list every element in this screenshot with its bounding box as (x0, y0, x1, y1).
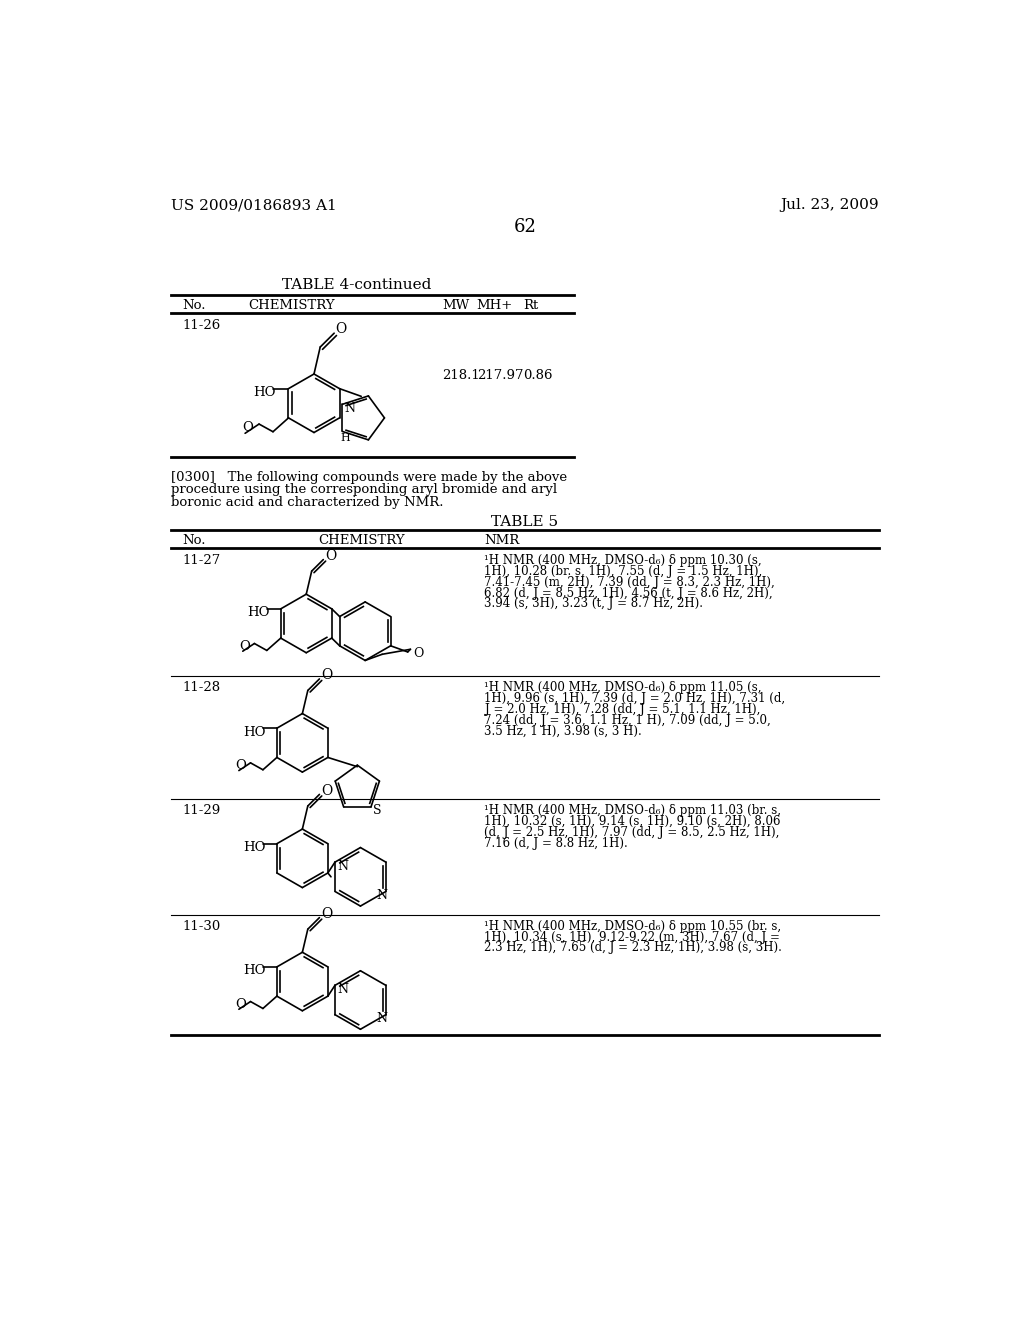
Text: HO: HO (248, 606, 270, 619)
Text: CHEMISTRY: CHEMISTRY (248, 300, 335, 313)
Text: ¹H NMR (400 MHz, DMSO-d₆) δ ppm 11.03 (br. s,: ¹H NMR (400 MHz, DMSO-d₆) δ ppm 11.03 (b… (484, 804, 781, 817)
Text: HO: HO (244, 841, 266, 854)
Text: 3.94 (s, 3H), 3.23 (t, J = 8.7 Hz, 2H).: 3.94 (s, 3H), 3.23 (t, J = 8.7 Hz, 2H). (484, 598, 703, 610)
Text: 0.86: 0.86 (523, 368, 553, 381)
Text: O: O (239, 640, 250, 653)
Text: 2.3 Hz, 1H), 7.65 (d, J = 2.3 Hz, 1H), 3.98 (s, 3H).: 2.3 Hz, 1H), 7.65 (d, J = 2.3 Hz, 1H), 3… (484, 941, 782, 954)
Text: N: N (377, 1012, 388, 1026)
Text: 6.82 (d, J = 8.5 Hz, 1H), 4.56 (t, J = 8.6 Hz, 2H),: 6.82 (d, J = 8.5 Hz, 1H), 4.56 (t, J = 8… (484, 586, 773, 599)
Text: 1H), 10.32 (s, 1H), 9.14 (s, 1H), 9.10 (s, 2H), 8.06: 1H), 10.32 (s, 1H), 9.14 (s, 1H), 9.10 (… (484, 816, 781, 828)
Text: TABLE 5: TABLE 5 (492, 515, 558, 529)
Text: O: O (242, 421, 253, 434)
Text: [0300]   The following compounds were made by the above: [0300] The following compounds were made… (171, 471, 566, 484)
Text: HO: HO (244, 726, 266, 739)
Text: 7.16 (d, J = 8.8 Hz, 1H).: 7.16 (d, J = 8.8 Hz, 1H). (484, 837, 629, 850)
Text: 7.24 (dd, J = 3.6, 1.1 Hz, 1 H), 7.09 (dd, J = 5.0,: 7.24 (dd, J = 3.6, 1.1 Hz, 1 H), 7.09 (d… (484, 714, 771, 726)
Text: 11-30: 11-30 (182, 920, 220, 933)
Text: NMR: NMR (484, 535, 520, 548)
Text: O: O (321, 668, 332, 682)
Text: ¹H NMR (400 MHz, DMSO-d₆) δ ppm 11.05 (s,: ¹H NMR (400 MHz, DMSO-d₆) δ ppm 11.05 (s… (484, 681, 762, 694)
Text: TABLE 4-continued: TABLE 4-continued (282, 277, 431, 292)
Text: HO: HO (244, 964, 266, 977)
Text: boronic acid and characterized by NMR.: boronic acid and characterized by NMR. (171, 496, 443, 508)
Text: O: O (325, 549, 336, 562)
Text: S: S (374, 804, 382, 817)
Text: 1H), 10.28 (br. s, 1H), 7.55 (d, J = 1.5 Hz, 1H),: 1H), 10.28 (br. s, 1H), 7.55 (d, J = 1.5… (484, 565, 763, 578)
Text: No.: No. (182, 535, 206, 548)
Text: 217.97: 217.97 (477, 368, 523, 381)
Text: 11-27: 11-27 (182, 554, 220, 568)
Text: 1H), 10.34 (s, 1H), 9.12-9.22 (m, 3H), 7.67 (d, J =: 1H), 10.34 (s, 1H), 9.12-9.22 (m, 3H), 7… (484, 931, 780, 944)
Text: 1H), 9.96 (s, 1H), 7.39 (d, J = 2.0 Hz, 1H), 7.31 (d,: 1H), 9.96 (s, 1H), 7.39 (d, J = 2.0 Hz, … (484, 692, 785, 705)
Text: CHEMISTRY: CHEMISTRY (317, 535, 404, 548)
Text: 11-28: 11-28 (182, 681, 220, 694)
Text: Rt: Rt (523, 300, 539, 313)
Text: ¹H NMR (400 MHz, DMSO-d₆) δ ppm 10.55 (br. s,: ¹H NMR (400 MHz, DMSO-d₆) δ ppm 10.55 (b… (484, 920, 781, 933)
Text: O: O (321, 784, 332, 797)
Text: (d, J = 2.5 Hz, 1H), 7.97 (dd, J = 8.5, 2.5 Hz, 1H),: (d, J = 2.5 Hz, 1H), 7.97 (dd, J = 8.5, … (484, 826, 780, 840)
Text: J = 2.0 Hz, 1H), 7.28 (dd, J = 5.1, 1.1 Hz, 1H),: J = 2.0 Hz, 1H), 7.28 (dd, J = 5.1, 1.1 … (484, 702, 760, 715)
Text: N: N (337, 859, 348, 873)
Text: O: O (413, 647, 423, 660)
Text: 62: 62 (513, 218, 537, 236)
Text: 218.1: 218.1 (442, 368, 479, 381)
Text: O: O (236, 759, 246, 772)
Text: 11-26: 11-26 (182, 318, 220, 331)
Text: HO: HO (254, 385, 276, 399)
Text: 11-29: 11-29 (182, 804, 220, 817)
Text: H: H (341, 433, 350, 442)
Text: No.: No. (182, 300, 206, 313)
Text: N: N (377, 888, 388, 902)
Text: MH+: MH+ (477, 300, 513, 313)
Text: ¹H NMR (400 MHz, DMSO-d₆) δ ppm 10.30 (s,: ¹H NMR (400 MHz, DMSO-d₆) δ ppm 10.30 (s… (484, 554, 762, 568)
Text: 3.5 Hz, 1 H), 3.98 (s, 3 H).: 3.5 Hz, 1 H), 3.98 (s, 3 H). (484, 725, 642, 738)
Text: N: N (337, 982, 348, 995)
Text: 7.41-7.45 (m, 2H), 7.39 (dd, J = 8.3, 2.3 Hz, 1H),: 7.41-7.45 (m, 2H), 7.39 (dd, J = 8.3, 2.… (484, 576, 775, 589)
Text: O: O (321, 907, 332, 921)
Text: procedure using the corresponding aryl bromide and aryl: procedure using the corresponding aryl b… (171, 483, 557, 496)
Text: O: O (236, 998, 246, 1011)
Text: O: O (336, 322, 347, 335)
Text: US 2009/0186893 A1: US 2009/0186893 A1 (171, 198, 336, 213)
Text: MW: MW (442, 300, 469, 313)
Text: Jul. 23, 2009: Jul. 23, 2009 (780, 198, 879, 213)
Text: N: N (344, 401, 355, 414)
